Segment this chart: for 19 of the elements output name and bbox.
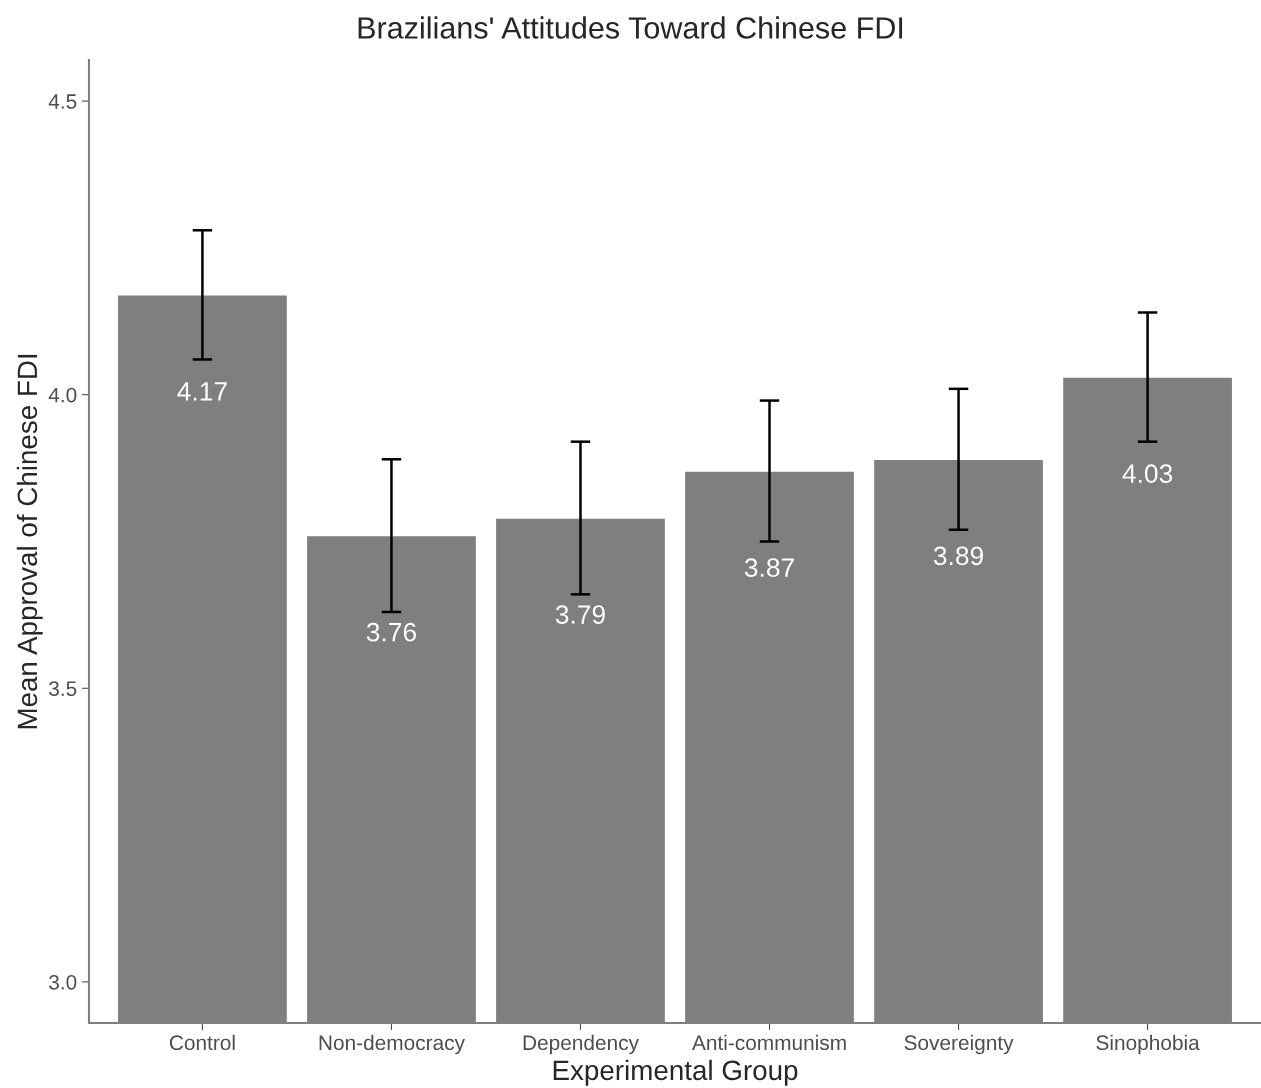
data-label: 3.76	[366, 622, 416, 642]
data-label: 4.17	[177, 382, 227, 401]
x-tick-label: Control	[169, 1034, 235, 1051]
data-label: 4.03	[1122, 464, 1173, 483]
chart-title: Brazilians' Attitudes Toward Chinese FDI	[358, 16, 903, 39]
x-tick-label: Sovereignty	[904, 1034, 1014, 1055]
x-axis-title: Experimental Group	[553, 1059, 798, 1086]
y-tick-label: 3.0	[49, 974, 77, 990]
y-tick-label: 4.0	[48, 387, 77, 403]
x-tick-label: Dependency	[523, 1034, 639, 1055]
x-tick-label: Non-democracy	[319, 1034, 465, 1055]
data-label: 3.89	[933, 546, 983, 566]
x-tick-label: Sinophobia	[1096, 1034, 1200, 1055]
data-label: 3.79	[555, 605, 605, 624]
y-tick-label: 4.5	[48, 94, 77, 109]
y-axis-title: Mean Approval of Chinese FDI	[16, 354, 43, 729]
x-tick-label: Anti-communism	[692, 1034, 846, 1051]
data-label: 3.87	[744, 558, 794, 577]
y-tick-label: 3.5	[49, 681, 77, 697]
